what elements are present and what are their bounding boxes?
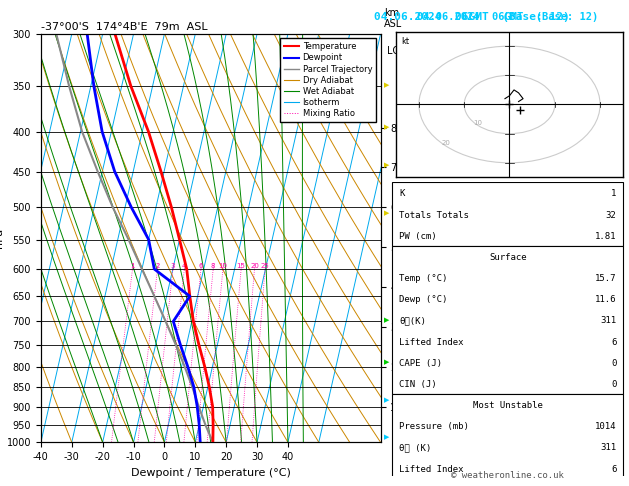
Bar xyxy=(392,246,623,394)
Text: 15.7: 15.7 xyxy=(595,274,616,283)
Bar xyxy=(392,394,623,486)
Text: Most Unstable: Most Unstable xyxy=(473,401,543,410)
Text: ▶: ▶ xyxy=(384,124,389,130)
Text: Lifted Index: Lifted Index xyxy=(399,465,464,473)
Text: 2: 2 xyxy=(155,263,160,269)
Text: ▶: ▶ xyxy=(384,359,389,365)
Text: ▶: ▶ xyxy=(384,162,389,168)
Text: K: K xyxy=(399,190,405,198)
Text: km
ASL: km ASL xyxy=(384,8,402,29)
Text: © weatheronline.co.uk: © weatheronline.co.uk xyxy=(452,471,564,480)
Text: 04.06.2024  06GMT  (Base: 12): 04.06.2024 06GMT (Base: 12) xyxy=(417,12,599,22)
Text: 1014: 1014 xyxy=(595,422,616,431)
Text: 3: 3 xyxy=(170,263,175,269)
X-axis label: Dewpoint / Temperature (°C): Dewpoint / Temperature (°C) xyxy=(131,468,291,478)
Text: Surface: Surface xyxy=(489,253,526,262)
Y-axis label: Mixing Ratio (g/kg): Mixing Ratio (g/kg) xyxy=(403,192,413,284)
Text: 6: 6 xyxy=(611,338,616,347)
Text: 6: 6 xyxy=(199,263,203,269)
Text: 6: 6 xyxy=(611,465,616,473)
Text: 20: 20 xyxy=(442,140,450,146)
Text: 10: 10 xyxy=(473,120,482,126)
Text: kt: kt xyxy=(401,37,409,47)
Text: ▶: ▶ xyxy=(384,434,389,440)
Text: 0: 0 xyxy=(611,359,616,368)
Text: 04.06.2024  06GMT  (Base: 12): 04.06.2024 06GMT (Base: 12) xyxy=(374,12,570,22)
Text: θᴇ (K): θᴇ (K) xyxy=(399,443,431,452)
Text: 20: 20 xyxy=(250,263,259,269)
Text: 15: 15 xyxy=(237,263,245,269)
Text: ▶: ▶ xyxy=(384,210,389,216)
Text: ▶: ▶ xyxy=(384,317,389,323)
Text: 1: 1 xyxy=(611,190,616,198)
Text: Temp (°C): Temp (°C) xyxy=(399,274,448,283)
Text: 311: 311 xyxy=(600,443,616,452)
Bar xyxy=(392,182,623,246)
Text: 4: 4 xyxy=(182,263,187,269)
Text: 32: 32 xyxy=(606,210,616,220)
Text: Dewp (°C): Dewp (°C) xyxy=(399,295,448,304)
Text: Totals Totals: Totals Totals xyxy=(399,210,469,220)
Text: CIN (J): CIN (J) xyxy=(399,380,437,389)
Text: PW (cm): PW (cm) xyxy=(399,232,437,241)
Text: 11.6: 11.6 xyxy=(595,295,616,304)
Text: 0: 0 xyxy=(611,380,616,389)
Text: 25: 25 xyxy=(260,263,269,269)
Text: 1.81: 1.81 xyxy=(595,232,616,241)
Text: Pressure (mb): Pressure (mb) xyxy=(399,422,469,431)
Text: CAPE (J): CAPE (J) xyxy=(399,359,442,368)
Text: ▶: ▶ xyxy=(384,397,389,403)
Text: -37°00'S  174°4B'E  79m  ASL: -37°00'S 174°4B'E 79m ASL xyxy=(41,22,208,32)
Legend: Temperature, Dewpoint, Parcel Trajectory, Dry Adiabat, Wet Adiabat, Isotherm, Mi: Temperature, Dewpoint, Parcel Trajectory… xyxy=(280,38,376,122)
Y-axis label: hPa: hPa xyxy=(0,228,4,248)
Text: 8: 8 xyxy=(211,263,216,269)
Text: LCL: LCL xyxy=(387,46,405,56)
Text: θᴇ(K): θᴇ(K) xyxy=(399,316,426,326)
Text: 10: 10 xyxy=(218,263,228,269)
Text: 1: 1 xyxy=(130,263,135,269)
Text: 311: 311 xyxy=(600,316,616,326)
Text: Lifted Index: Lifted Index xyxy=(399,338,464,347)
Text: ▶: ▶ xyxy=(384,82,389,88)
